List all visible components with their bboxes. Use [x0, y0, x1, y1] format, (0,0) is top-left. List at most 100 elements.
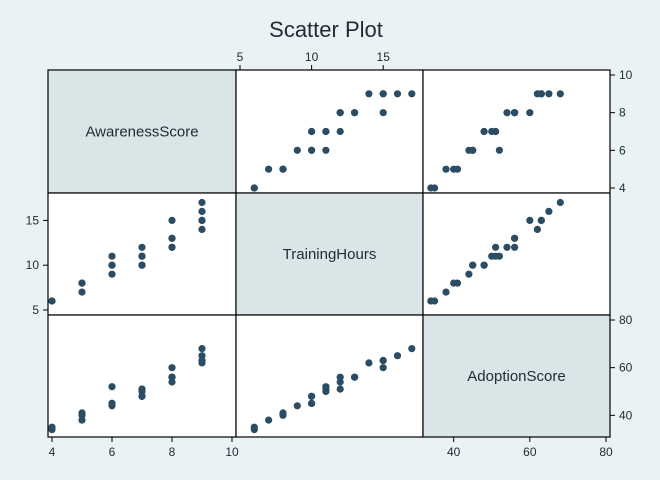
data-point	[108, 270, 116, 278]
data-point	[379, 90, 387, 98]
variable-label: AdoptionScore	[467, 368, 565, 385]
data-point	[336, 109, 344, 117]
tick-label: 60	[523, 445, 537, 459]
panel-background	[47, 314, 237, 438]
data-point	[351, 373, 359, 381]
panel-r1-c0	[47, 192, 237, 316]
data-point	[510, 109, 519, 117]
data-point	[469, 146, 477, 154]
data-point	[365, 359, 373, 367]
panel-r1-c1: TrainingHours	[235, 192, 424, 316]
data-point	[198, 207, 206, 215]
data-point	[293, 402, 301, 410]
tick-label: 6	[619, 143, 626, 157]
data-point	[198, 345, 206, 353]
data-point	[545, 90, 553, 98]
data-point	[556, 198, 564, 207]
data-point	[308, 392, 316, 400]
data-point	[78, 288, 86, 296]
data-point	[492, 243, 500, 251]
data-point	[322, 127, 330, 136]
data-point	[537, 90, 545, 98]
tick-label: 10	[26, 258, 40, 272]
data-point	[480, 261, 488, 269]
tick-label: 15	[377, 50, 391, 64]
data-point	[322, 385, 330, 393]
data-point	[503, 109, 511, 117]
data-point	[537, 216, 545, 224]
panel-background	[422, 192, 611, 316]
data-point	[168, 234, 176, 242]
tick-label: 10	[305, 50, 319, 64]
data-point	[250, 423, 258, 431]
data-point	[453, 165, 462, 173]
tick-label: 60	[619, 361, 633, 375]
panel-r2-c0	[47, 314, 237, 438]
tick-label: 8	[619, 106, 626, 120]
data-point	[168, 243, 176, 251]
data-point	[408, 90, 416, 98]
data-point	[510, 234, 519, 242]
data-point	[168, 373, 176, 381]
panel-r0-c2	[422, 69, 611, 194]
data-point	[495, 146, 503, 154]
data-point	[138, 385, 146, 393]
data-point	[492, 252, 500, 260]
tick-label: 80	[619, 313, 633, 327]
data-point	[336, 373, 344, 381]
data-point	[503, 243, 511, 251]
tick-label: 5	[237, 50, 244, 64]
panel-background	[235, 314, 424, 438]
data-point	[351, 109, 359, 117]
data-point	[198, 216, 206, 224]
data-point	[168, 364, 176, 372]
tick-label: 5	[32, 303, 39, 317]
panel-r1-c2	[422, 192, 611, 316]
data-point	[545, 207, 553, 215]
data-point	[198, 225, 206, 233]
data-point	[265, 165, 273, 173]
data-point	[322, 146, 330, 154]
data-point	[198, 198, 206, 207]
data-point	[108, 383, 116, 391]
data-point	[510, 243, 519, 251]
data-point	[526, 216, 534, 224]
diagonal-panel-background	[47, 69, 237, 194]
tick-label: 4	[619, 181, 626, 195]
data-point	[265, 416, 273, 424]
panel-r2-c2: AdoptionScore	[422, 314, 611, 438]
data-point	[168, 216, 176, 224]
tick-label: 10	[619, 68, 633, 82]
tick-label: 8	[169, 445, 176, 459]
panel-r0-c0: AwarenessScore	[47, 69, 237, 194]
data-point	[379, 364, 387, 372]
data-point	[308, 146, 316, 154]
data-point	[138, 261, 146, 269]
data-point	[533, 225, 542, 233]
data-point	[379, 356, 387, 365]
data-point	[108, 399, 116, 407]
data-point	[469, 261, 477, 269]
data-point	[492, 127, 500, 136]
data-point	[393, 352, 402, 360]
variable-label: AwarenessScore	[85, 124, 198, 141]
data-point	[198, 352, 206, 360]
data-point	[279, 165, 287, 173]
tick-label: 10	[225, 445, 239, 459]
data-point	[336, 385, 344, 393]
data-point	[556, 90, 564, 98]
tick-label: 40	[619, 408, 633, 422]
data-point	[431, 297, 439, 305]
diagonal-panel-background	[422, 314, 611, 438]
panel-r2-c1	[235, 314, 424, 438]
data-point	[453, 279, 462, 287]
data-point	[393, 90, 402, 98]
data-point	[336, 127, 344, 136]
tick-label: 6	[109, 445, 116, 459]
data-point	[108, 252, 116, 260]
data-point	[78, 279, 86, 287]
data-point	[431, 184, 439, 192]
data-point	[108, 261, 116, 269]
tick-label: 4	[49, 445, 56, 459]
